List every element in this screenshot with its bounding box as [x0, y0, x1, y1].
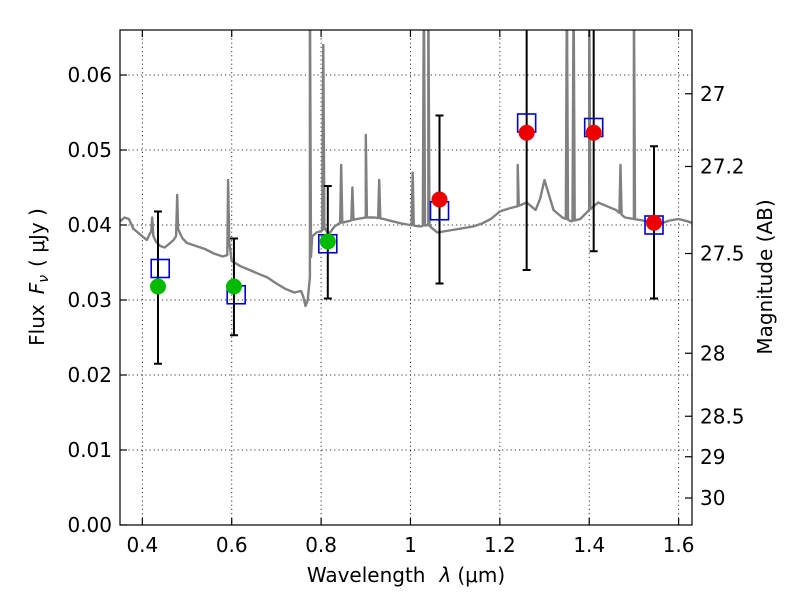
axis-ticks: 0.4 0.6 0.8 1 1.2 1.4 1.6 0.00 0.01 0.02 0.03 0.04 0… [67, 30, 745, 557]
x-axis-title: Wavelength λ (μm) [307, 563, 505, 587]
y-tick-label: 0.04 [67, 213, 112, 237]
x-tick-label: 0.6 [216, 533, 248, 557]
detections-nir-point [646, 214, 663, 231]
x-tick-label: 1.2 [484, 533, 516, 557]
axes-frame [119, 29, 693, 526]
model-photometry-square [150, 258, 171, 279]
detections-optical-point [149, 278, 166, 295]
detections-nir-point [585, 124, 602, 141]
detections-optical-point [319, 233, 336, 250]
x-tick-label: 1.4 [573, 533, 605, 557]
y-tick-label: 0.02 [67, 363, 112, 387]
detections-nir-point [431, 191, 448, 208]
model-spectrum-line [120, 30, 692, 308]
x-tick-label: 0.8 [305, 533, 337, 557]
x-tick-label: 0.4 [126, 533, 158, 557]
grid [120, 30, 692, 525]
y2-tick-label: 28 [700, 341, 725, 365]
y-tick-label: 0.01 [67, 438, 112, 462]
y2-tick-label: 27 [700, 82, 725, 106]
y2-tick-label: 29 [700, 445, 725, 469]
y-axis-title: FluxFν( μJy ) [25, 208, 52, 346]
y2-tick-label: 30 [700, 486, 725, 510]
x-tick-label: 1.6 [663, 533, 695, 557]
y2-tick-label: 27.5 [700, 242, 745, 266]
y-tick-label: 0.05 [67, 138, 112, 162]
x-tick-label: 1 [404, 533, 417, 557]
plot-area [120, 30, 692, 365]
detections-nir-point [518, 124, 535, 141]
y-tick-label: 0.03 [67, 288, 112, 312]
y2-axis-title: Magnitude (AB) [753, 199, 777, 354]
y-tick-label: 0.06 [67, 63, 112, 87]
y2-tick-label: 27.2 [700, 155, 745, 179]
detections-optical-point [225, 278, 242, 295]
y2-tick-label: 28.5 [700, 404, 745, 428]
y-tick-label: 0.00 [67, 513, 112, 537]
